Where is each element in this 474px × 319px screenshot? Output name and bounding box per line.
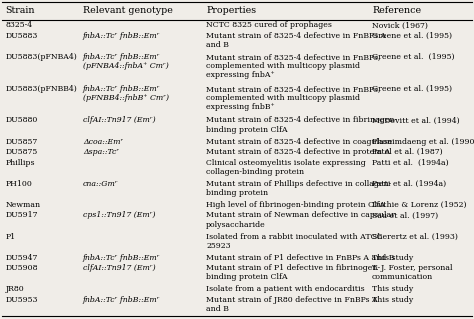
Text: Mutant strain of 8325-4 defective in protein A: Mutant strain of 8325-4 defective in pro…	[206, 148, 390, 156]
Text: Phillips: Phillips	[6, 159, 35, 167]
Text: This study: This study	[372, 254, 413, 262]
Text: Patti et al.  (1994a): Patti et al. (1994a)	[372, 159, 449, 167]
Text: Mutant strain of 8325-4 defective in fibrinogen-
binding protein ClfA: Mutant strain of 8325-4 defective in fib…	[206, 116, 397, 134]
Text: cps1::Tn917 (Emʳ): cps1::Tn917 (Emʳ)	[83, 211, 155, 219]
Text: fnbA::Tcʳ fnbB::Emʳ: fnbA::Tcʳ fnbB::Emʳ	[83, 296, 161, 304]
Text: 8325-4: 8325-4	[6, 21, 33, 29]
Text: Duthie & Lorenz (1952): Duthie & Lorenz (1952)	[372, 201, 466, 209]
Text: DU5883(pFNBB4): DU5883(pFNBB4)	[6, 85, 77, 93]
Text: Mutant strain of 8325-4 defective in FnBPs,
complemented with multicopy plasmid
: Mutant strain of 8325-4 defective in FnB…	[206, 53, 381, 79]
Text: DU5953: DU5953	[6, 296, 38, 304]
Text: Δspa::Tcʳ: Δspa::Tcʳ	[83, 148, 119, 156]
Text: Relevant genotype: Relevant genotype	[83, 6, 173, 15]
Text: McDevitt et al. (1994): McDevitt et al. (1994)	[372, 116, 460, 124]
Text: Strain: Strain	[6, 6, 35, 15]
Text: Greene et al. (1995): Greene et al. (1995)	[372, 85, 452, 93]
Text: DU5880: DU5880	[6, 116, 38, 124]
Text: Patti et al. (1994a): Patti et al. (1994a)	[372, 180, 446, 188]
Text: Novick (1967): Novick (1967)	[372, 21, 428, 29]
Text: Greene et al. (1995): Greene et al. (1995)	[372, 32, 452, 40]
Text: Mutant strain of P1 defective in fibrinogen-
binding protein ClfA: Mutant strain of P1 defective in fibrino…	[206, 264, 380, 281]
Text: Greene et al.  (1995): Greene et al. (1995)	[372, 53, 455, 61]
Text: Mutant strain of Phillips defective in collagen-
binding protein: Mutant strain of Phillips defective in c…	[206, 180, 392, 197]
Text: DU5857: DU5857	[6, 137, 38, 145]
Text: clfAI::Tn917 (Emʳ): clfAI::Tn917 (Emʳ)	[83, 264, 155, 272]
Text: Phonimdaeng et al. (1990): Phonimdaeng et al. (1990)	[372, 137, 474, 145]
Text: DU5908: DU5908	[6, 264, 38, 272]
Text: P1: P1	[6, 233, 16, 241]
Text: Isolate from a patient with endocarditis: Isolate from a patient with endocarditis	[206, 286, 365, 293]
Text: DU5917: DU5917	[6, 211, 38, 219]
Text: Sau et al. (1997): Sau et al. (1997)	[372, 211, 438, 219]
Text: High level of fibrinogen-binding protein ClfA: High level of fibrinogen-binding protein…	[206, 201, 385, 209]
Text: NCTC 8325 cured of prophages: NCTC 8325 cured of prophages	[206, 21, 332, 29]
Text: fnbA::Tcʳ fnbB::Emʳ: fnbA::Tcʳ fnbB::Emʳ	[83, 254, 161, 262]
Text: clfAI::Tn917 (Emʳ): clfAI::Tn917 (Emʳ)	[83, 116, 155, 124]
Text: JR80: JR80	[6, 286, 25, 293]
Text: DU5875: DU5875	[6, 148, 38, 156]
Text: Mutant strain of 8325-4 defective in coagulase: Mutant strain of 8325-4 defective in coa…	[206, 137, 392, 145]
Text: T. J. Foster, personal
communication: T. J. Foster, personal communication	[372, 264, 453, 281]
Text: DU5947: DU5947	[6, 254, 38, 262]
Text: fnbA::Tcʳ fnbB::Emʳ: fnbA::Tcʳ fnbB::Emʳ	[83, 32, 161, 40]
Text: Reference: Reference	[372, 6, 421, 15]
Text: Mutant strain of Newman defective in capsular
polysaccharide: Mutant strain of Newman defective in cap…	[206, 211, 395, 229]
Text: Mutant strain of 8325-4 defective in FnBPs,
complemented with multicopy plasmid
: Mutant strain of 8325-4 defective in FnB…	[206, 85, 381, 111]
Text: fnbA::Tcʳ fnbB::Emʳ
(pFNBB4::fnbB⁺ Cmʳ): fnbA::Tcʳ fnbB::Emʳ (pFNBB4::fnbB⁺ Cmʳ)	[83, 85, 169, 102]
Text: cna::Gmʳ: cna::Gmʳ	[83, 180, 118, 188]
Text: DU5883(pFNBA4): DU5883(pFNBA4)	[6, 53, 77, 61]
Text: PH100: PH100	[6, 180, 33, 188]
Text: DU5883: DU5883	[6, 32, 38, 40]
Text: Mutant strain of P1 defective in FnBPs A and B: Mutant strain of P1 defective in FnBPs A…	[206, 254, 394, 262]
Text: Properties: Properties	[206, 6, 256, 15]
Text: Δcoa::Emʳ: Δcoa::Emʳ	[83, 137, 123, 145]
Text: Sherertz et al. (1993): Sherertz et al. (1993)	[372, 233, 458, 241]
Text: Mutant strain of 8325-4 defective in FnBPs A
and B: Mutant strain of 8325-4 defective in FnB…	[206, 32, 386, 49]
Text: fnbA::Tcʳ fnbB::Emʳ
(pFNBA4::fnbA⁺ Cmʳ): fnbA::Tcʳ fnbB::Emʳ (pFNBA4::fnbA⁺ Cmʳ)	[83, 53, 169, 70]
Text: Clinical osteomyelitis isolate expressing
collagen-binding protein: Clinical osteomyelitis isolate expressin…	[206, 159, 366, 176]
Text: Mutant strain of JR80 defective in FnBPs A
and B: Mutant strain of JR80 defective in FnBPs…	[206, 296, 378, 313]
Text: Patel et al. (1987): Patel et al. (1987)	[372, 148, 443, 156]
Text: This study: This study	[372, 296, 413, 304]
Text: Isolated from a rabbit inoculated with ATCC
25923: Isolated from a rabbit inoculated with A…	[206, 233, 383, 250]
Text: This study: This study	[372, 286, 413, 293]
Text: Newman: Newman	[6, 201, 41, 209]
